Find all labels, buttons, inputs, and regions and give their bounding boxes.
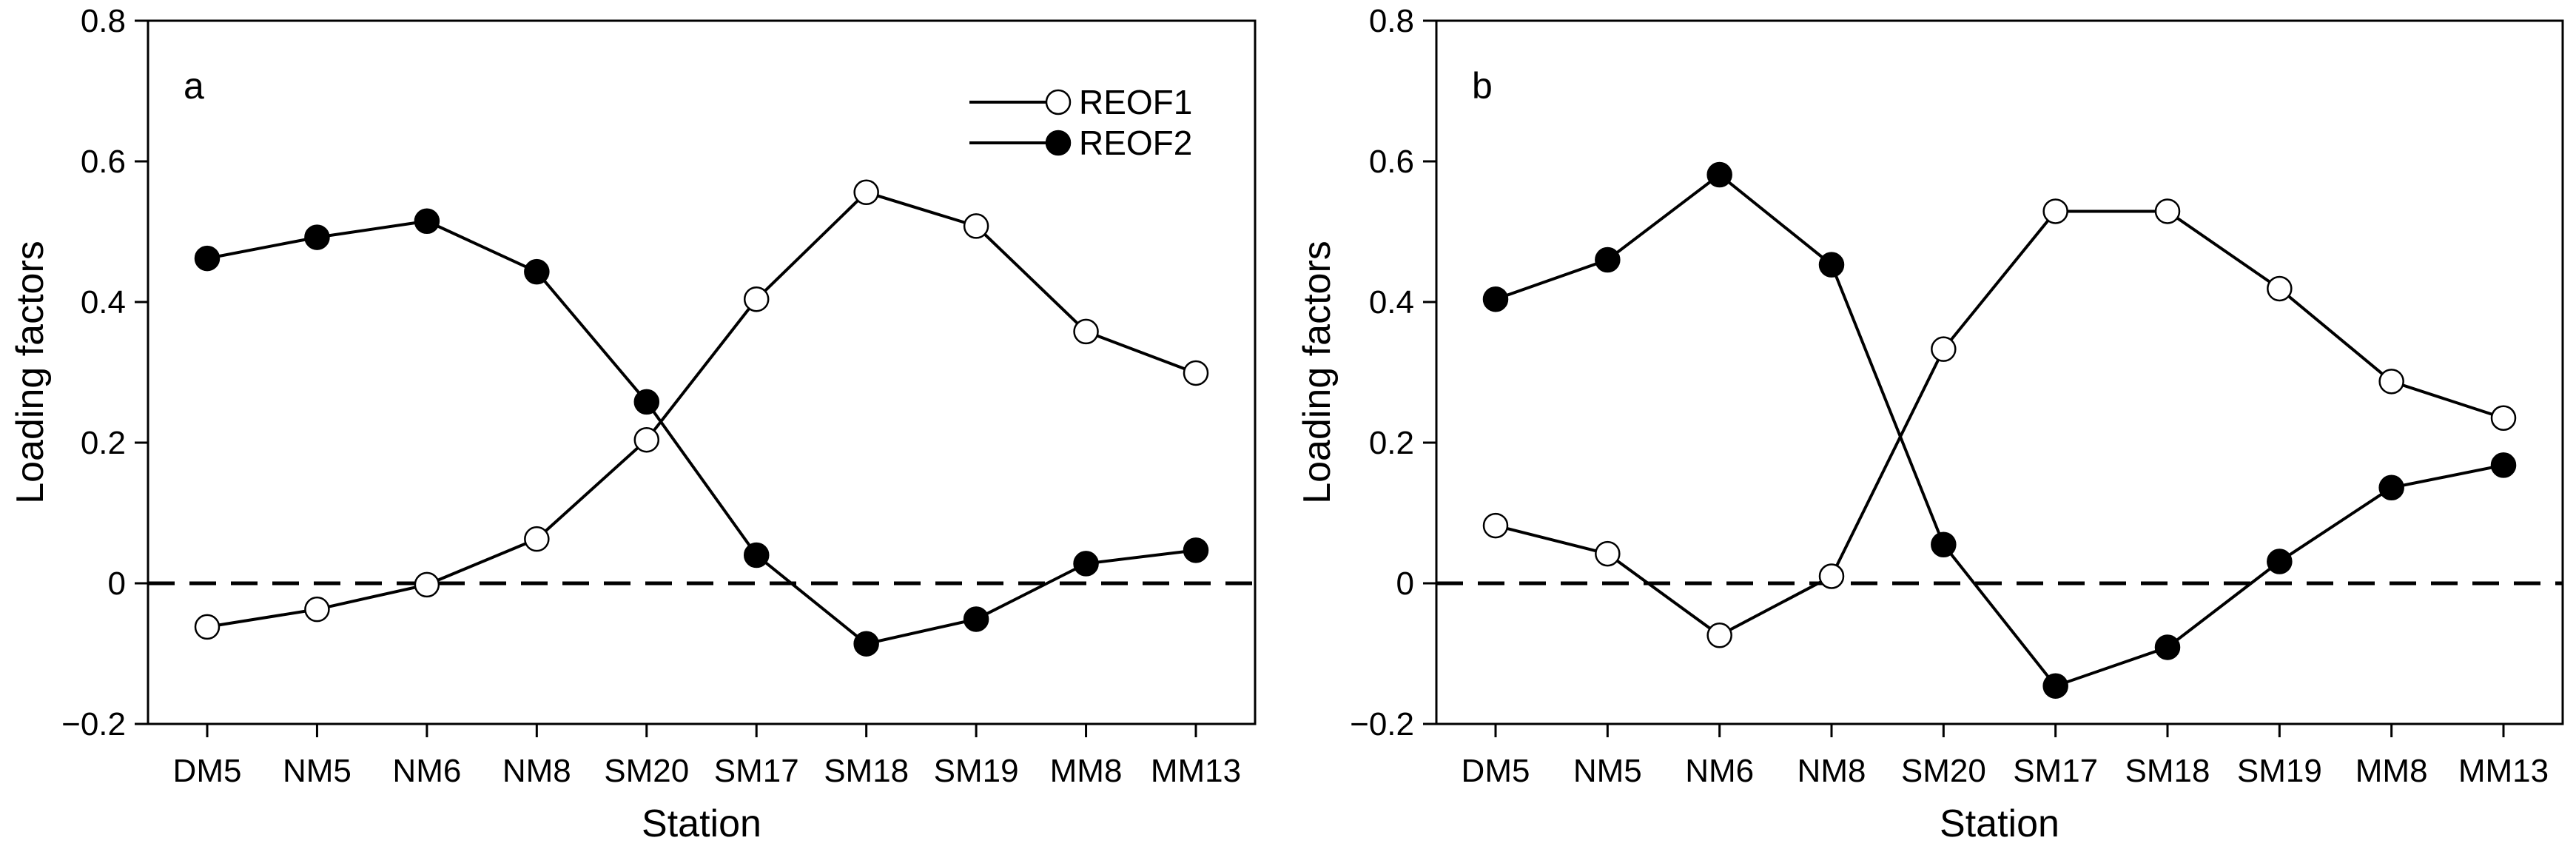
x-tick-label: NM5	[1573, 753, 1642, 789]
series-line	[1495, 172, 2504, 688]
x-tick-label: SM19	[934, 753, 1019, 789]
data-point	[1818, 563, 1845, 589]
y-tick-label: −0.2	[1350, 706, 1414, 742]
y-tick-label: 0	[108, 566, 126, 602]
plot-frame	[1435, 19, 2564, 725]
y-tick-label: 0.8	[1369, 3, 1414, 39]
y-tick-label: 0.4	[81, 284, 126, 321]
panel-b: −0.2 0 0.2 0.4 0.6 0.8 DM5 NM5 NM6 NM8 SM20 SM17 SM1…	[1296, 3, 2564, 845]
series-line	[206, 190, 1197, 628]
data-point	[853, 179, 879, 206]
data-point	[2378, 369, 2404, 395]
data-point	[2154, 198, 2181, 224]
x-tick-label: DM5	[1462, 753, 1530, 789]
x-tick-label: MM8	[1050, 753, 1123, 789]
data-point	[1818, 252, 1845, 278]
x-tick-label: SM20	[1901, 753, 1986, 789]
y-axis-title: Loading factors	[9, 241, 52, 504]
x-tick-label: DM5	[173, 753, 242, 789]
data-point	[304, 596, 330, 623]
x-tick-label: MM8	[2355, 753, 2428, 789]
series-line	[1495, 209, 2504, 637]
data-point	[414, 208, 440, 234]
series-reof2	[194, 208, 1209, 657]
data-point	[1706, 161, 1732, 188]
x-tick-label: NM8	[502, 753, 571, 789]
series-line	[206, 219, 1197, 645]
x-axis-title: Station	[642, 802, 761, 845]
data-point	[194, 614, 221, 640]
data-point	[2042, 673, 2068, 699]
y-tick-label: 0.6	[81, 144, 126, 180]
x-tick-label: NM8	[1798, 753, 1866, 789]
y-axis-title: Loading factors	[1296, 241, 1339, 504]
data-point	[963, 213, 989, 239]
data-point	[1931, 531, 1957, 557]
legend-label: REOF1	[1079, 83, 1192, 121]
data-point	[1595, 540, 1621, 567]
data-point	[2267, 275, 2293, 302]
data-point	[743, 542, 770, 568]
data-point	[2378, 474, 2404, 501]
data-point	[194, 245, 221, 272]
series-reof1	[1482, 198, 2517, 648]
data-point	[524, 526, 550, 552]
data-point	[743, 286, 770, 312]
plot-frame	[147, 19, 1257, 725]
data-point	[2042, 198, 2068, 224]
data-point	[2490, 452, 2517, 478]
y-tick-label: 0.6	[1369, 144, 1414, 180]
x-tick-label: NM6	[392, 753, 461, 789]
x-tick-label: SM19	[2237, 753, 2322, 789]
x-tick-label: SM20	[604, 753, 689, 789]
x-tick-label: MM13	[2458, 753, 2549, 789]
y-tick-label: 0.2	[1369, 425, 1414, 461]
data-point	[1073, 318, 1099, 345]
legend-label: REOF2	[1079, 124, 1192, 162]
data-point	[414, 571, 440, 598]
series-reof2	[1482, 161, 2517, 699]
data-point	[963, 606, 989, 632]
data-point	[304, 224, 330, 250]
y-tick-label: 0.8	[81, 3, 126, 39]
data-point	[1482, 286, 1509, 312]
x-tick-label: SM18	[824, 753, 909, 789]
legend-marker	[1045, 89, 1072, 115]
x-tick-label: SM17	[714, 753, 799, 789]
data-point	[853, 631, 879, 657]
data-point	[633, 389, 660, 415]
y-tick-label: −0.2	[61, 706, 126, 742]
panel-a: −0.2 0 0.2 0.4 0.6 0.8 DM5 NM5 NM6 NM8 SM20 SM17 SM1…	[9, 3, 1257, 845]
data-point	[1073, 551, 1099, 577]
x-axis-title: Station	[1940, 802, 2059, 845]
x-tick-label: SM17	[2013, 753, 2098, 789]
data-point	[1183, 537, 1209, 563]
y-tick-label: 0	[1396, 566, 1414, 602]
series-reof1	[194, 179, 1209, 640]
data-point	[1482, 512, 1509, 539]
legend-marker	[1045, 130, 1072, 156]
data-point	[2267, 549, 2293, 574]
data-point	[2490, 405, 2517, 431]
data-point	[1595, 246, 1621, 273]
panel-label: b	[1472, 65, 1493, 107]
x-tick-label: SM18	[2125, 753, 2210, 789]
x-tick-label: MM13	[1151, 753, 1241, 789]
data-point	[1183, 360, 1209, 386]
data-point	[1706, 623, 1732, 648]
y-tick-label: 0.2	[81, 425, 126, 461]
data-point	[633, 426, 660, 453]
y-tick-label: 0.4	[1369, 284, 1414, 321]
panel-label: a	[184, 65, 204, 107]
x-tick-label: NM5	[283, 753, 352, 789]
data-point	[2154, 634, 2181, 660]
data-point	[1931, 336, 1957, 362]
data-point	[524, 258, 550, 285]
x-tick-label: NM6	[1685, 753, 1754, 789]
